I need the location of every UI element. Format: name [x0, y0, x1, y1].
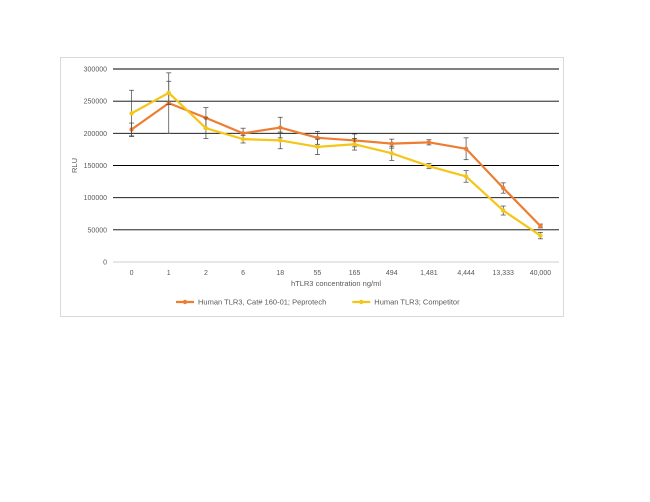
x-tick-label: 2	[204, 270, 208, 277]
data-point	[426, 163, 432, 169]
data-point	[240, 136, 246, 142]
legend-label: Human TLR3, Cat# 160-01; Peprotech	[198, 298, 326, 307]
data-point	[315, 144, 320, 150]
y-tick-label: 0	[103, 260, 107, 267]
data-point	[501, 208, 506, 213]
y-axis-title: RLU	[70, 158, 79, 173]
data-point	[426, 140, 432, 145]
x-tick-label: 0	[130, 270, 134, 277]
chart-frame: 0 50000 100000 150000 200000 250000 300000 0 1 2…	[60, 57, 564, 317]
data-point	[463, 146, 469, 151]
series-line	[131, 91, 542, 237]
data-point	[278, 138, 283, 143]
data-point	[166, 90, 171, 96]
y-tick-label: 100000	[84, 195, 107, 202]
x-tick-label: 18	[276, 270, 284, 277]
legend-swatch-marker	[359, 299, 364, 305]
x-tick-labels: 0 1 2 6 18 55 165 494 1,481 4,444 13,333 40,000	[130, 270, 552, 277]
legend-item: Human TLR3, Cat# 160-01; Peprotech	[176, 298, 326, 307]
x-axis-title: hTLR3 concentration ng/ml	[291, 279, 381, 288]
legend-label: Human TLR3; Competitor	[374, 298, 460, 307]
x-tick-label: 40,000	[530, 270, 552, 277]
x-tick-label: 55	[314, 270, 322, 277]
y-tick-labels: 0 50000 100000 150000 200000 250000 300000	[84, 67, 107, 267]
data-point	[129, 111, 134, 116]
series-1	[129, 72, 543, 229]
x-tick-label: 13,333	[493, 270, 515, 277]
legend-item: Human TLR3; Competitor	[352, 298, 460, 307]
x-tick-label: 1	[167, 270, 171, 277]
gridlines	[113, 68, 559, 263]
x-tick-label: 165	[349, 270, 361, 277]
x-tick-label: 494	[386, 270, 398, 277]
x-tick-label: 1,481	[420, 270, 438, 277]
data-point	[240, 131, 246, 136]
y-tick-label: 250000	[84, 99, 107, 106]
legend: Human TLR3, Cat# 160-01; Peprotech Human …	[176, 298, 460, 307]
data-point	[463, 174, 469, 179]
y-tick-label: 150000	[84, 163, 107, 170]
x-tick-label: 4,444	[457, 270, 475, 277]
x-tick-label: 6	[241, 270, 245, 277]
series-line	[130, 101, 542, 227]
line-chart: 0 50000 100000 150000 200000 250000 300000 0 1 2…	[70, 67, 559, 307]
series-2	[129, 80, 543, 240]
data-point	[538, 233, 543, 238]
data-point	[389, 141, 394, 146]
y-tick-label: 50000	[88, 227, 108, 234]
y-tick-label: 200000	[84, 131, 107, 138]
data-point	[203, 125, 209, 131]
data-point	[389, 151, 394, 156]
y-tick-label: 300000	[84, 67, 107, 74]
data-point	[352, 142, 357, 147]
data-point	[538, 223, 543, 229]
series-group	[129, 72, 543, 240]
legend-swatch-marker	[182, 299, 188, 305]
data-point	[278, 125, 283, 130]
data-point	[501, 185, 506, 191]
